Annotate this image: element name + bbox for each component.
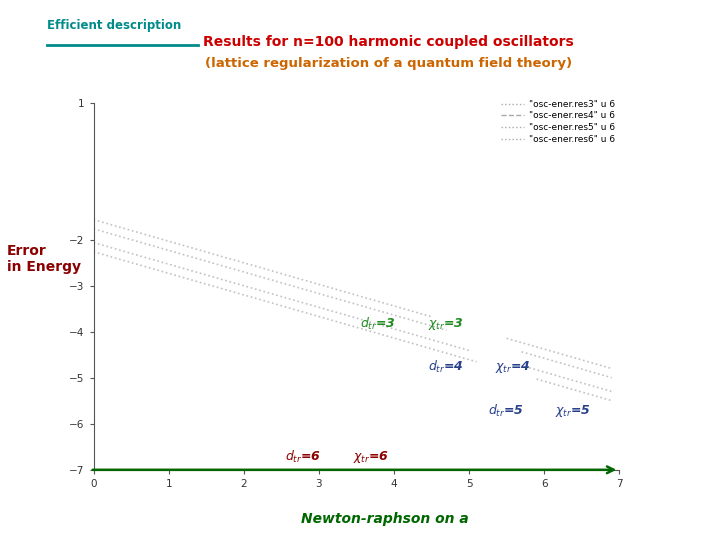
Text: $d_{tr}$=5: $d_{tr}$=5 (488, 403, 523, 419)
Text: Error
in Energy: Error in Energy (7, 244, 81, 274)
Text: $\chi_{tr}$=5: $\chi_{tr}$=5 (555, 403, 591, 419)
Text: $d_{tr}$=6: $d_{tr}$=6 (285, 449, 321, 465)
Text: $d_{tr}$=3: $d_{tr}$=3 (360, 316, 396, 332)
Text: Newton-raphson on a: Newton-raphson on a (302, 512, 469, 526)
Text: Efficient description: Efficient description (47, 19, 181, 32)
Text: $\chi_{tr}$=4: $\chi_{tr}$=4 (495, 359, 531, 375)
Text: $d_{tr}$=4: $d_{tr}$=4 (428, 359, 464, 375)
Legend: "osc-ener.res3" u 6, "osc-ener.res4" u 6, "osc-ener.res5" u 6, "osc-ener.res6" u: "osc-ener.res3" u 6, "osc-ener.res4" u 6… (501, 100, 615, 144)
Text: $\chi_{tr}$=6: $\chi_{tr}$=6 (353, 449, 389, 465)
Text: (lattice regularization of a quantum field theory): (lattice regularization of a quantum fie… (205, 57, 572, 70)
Text: Results for n=100 harmonic coupled oscillators: Results for n=100 harmonic coupled oscil… (204, 35, 574, 49)
Text: $\chi_{tr}$=3: $\chi_{tr}$=3 (428, 316, 464, 332)
